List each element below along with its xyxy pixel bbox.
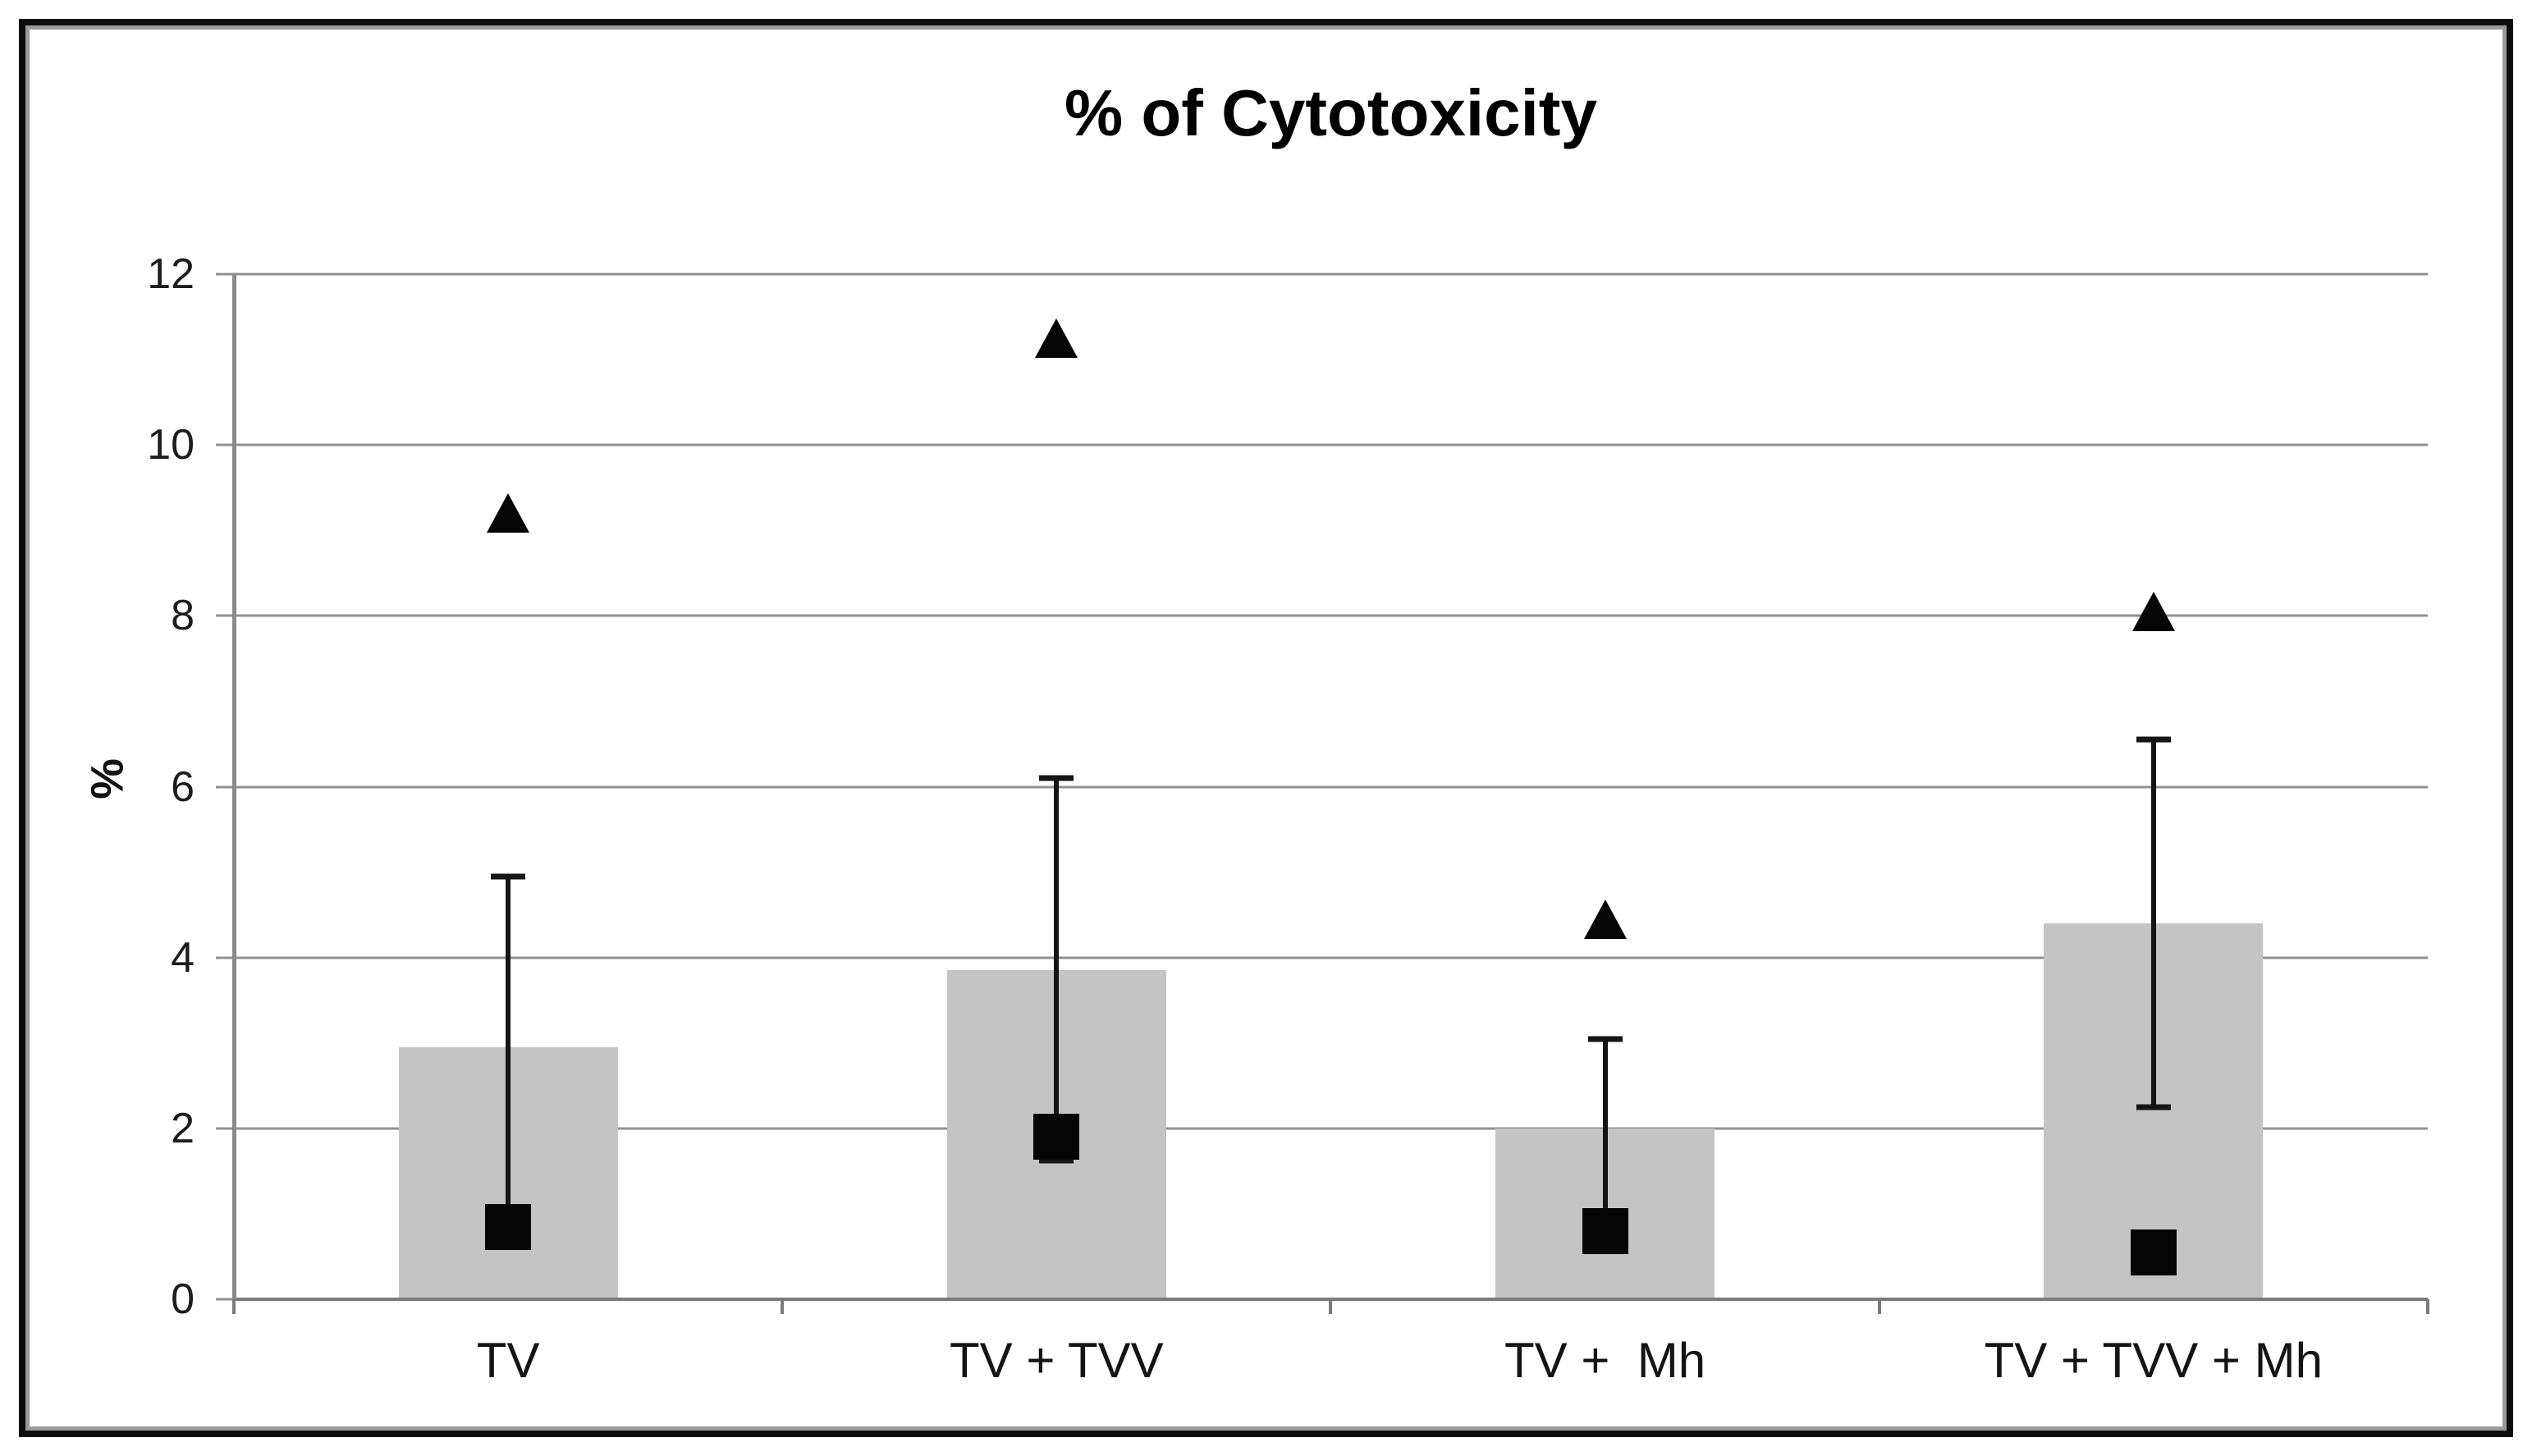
error-bar-line bbox=[2150, 739, 2156, 1107]
gridline bbox=[234, 272, 2428, 276]
square-marker bbox=[2130, 1229, 2177, 1275]
x-category-label: TV + TVV bbox=[950, 1333, 1164, 1388]
error-bar-line bbox=[1054, 778, 1060, 1161]
y-tick bbox=[216, 1298, 235, 1301]
square-marker bbox=[1582, 1207, 1628, 1254]
y-tick bbox=[216, 272, 235, 276]
triangle-marker bbox=[487, 493, 530, 533]
gridline bbox=[234, 1127, 2428, 1130]
y-axis-line bbox=[232, 274, 237, 1299]
gridline bbox=[234, 614, 2428, 617]
error-bar-cap bbox=[491, 873, 526, 880]
x-tick bbox=[232, 1299, 236, 1314]
y-tick bbox=[216, 443, 235, 446]
error-bar-cap bbox=[2136, 1104, 2171, 1110]
error-bar-cap bbox=[1039, 1157, 1074, 1164]
y-axis-title: % bbox=[80, 758, 133, 799]
x-tick bbox=[1329, 1299, 1333, 1314]
y-tick bbox=[216, 785, 235, 788]
error-bar-cap bbox=[1039, 775, 1074, 781]
plot-area: 0 2 4 6 8 10 12 TV TV + TVV TV + Mh TV + TVV + Mh bbox=[147, 250, 2429, 1388]
x-category-label: TV bbox=[476, 1333, 540, 1388]
error-bar-line bbox=[1602, 1038, 1608, 1219]
triangle-marker bbox=[1583, 899, 1627, 939]
square-marker bbox=[1033, 1114, 1080, 1161]
y-tick-label: 2 bbox=[171, 1104, 195, 1152]
error-bar-cap bbox=[1587, 1036, 1623, 1042]
y-tick bbox=[216, 1127, 235, 1130]
x-tick bbox=[2425, 1299, 2429, 1314]
y-tick-label: 0 bbox=[171, 1275, 195, 1323]
y-tick-label: 12 bbox=[147, 250, 195, 298]
chart-frame bbox=[19, 19, 2513, 1437]
x-tick bbox=[781, 1299, 785, 1314]
error-bar-line bbox=[506, 876, 511, 1219]
y-tick bbox=[216, 956, 235, 959]
x-category-label: TV + TVV + Mh bbox=[1984, 1333, 2323, 1388]
triangle-marker bbox=[2131, 592, 2175, 632]
y-tick-label: 4 bbox=[171, 933, 195, 982]
error-bar-cap bbox=[2136, 736, 2171, 743]
y-tick-label: 8 bbox=[171, 592, 195, 640]
y-tick-label: 10 bbox=[147, 421, 195, 469]
gridline bbox=[234, 956, 2428, 959]
gridline bbox=[234, 443, 2428, 446]
x-tick bbox=[1877, 1299, 1881, 1314]
y-tick bbox=[216, 614, 235, 617]
square-marker bbox=[485, 1203, 532, 1250]
x-category-label: TV + Mh bbox=[1504, 1333, 1706, 1388]
chart-title: % of Cytotoxicity bbox=[1064, 76, 1597, 149]
y-tick-label: 6 bbox=[171, 762, 195, 811]
triangle-marker bbox=[1035, 318, 1078, 359]
gridline bbox=[234, 785, 2428, 788]
